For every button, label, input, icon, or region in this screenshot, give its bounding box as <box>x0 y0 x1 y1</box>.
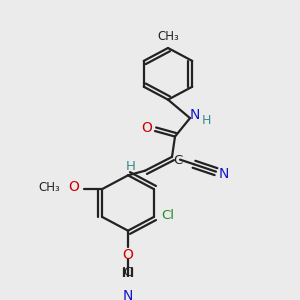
Text: N: N <box>190 108 200 122</box>
Text: O: O <box>123 248 134 262</box>
Text: Cl: Cl <box>161 208 175 221</box>
Text: O: O <box>69 180 80 194</box>
Text: H: H <box>126 160 136 172</box>
Text: CH₃: CH₃ <box>157 30 179 44</box>
Text: H: H <box>201 114 211 128</box>
Text: N: N <box>123 289 133 300</box>
Text: CH₃: CH₃ <box>38 181 60 194</box>
Text: C: C <box>124 266 132 279</box>
Text: N: N <box>219 167 229 182</box>
Text: O: O <box>142 121 152 135</box>
Text: C: C <box>173 154 183 167</box>
